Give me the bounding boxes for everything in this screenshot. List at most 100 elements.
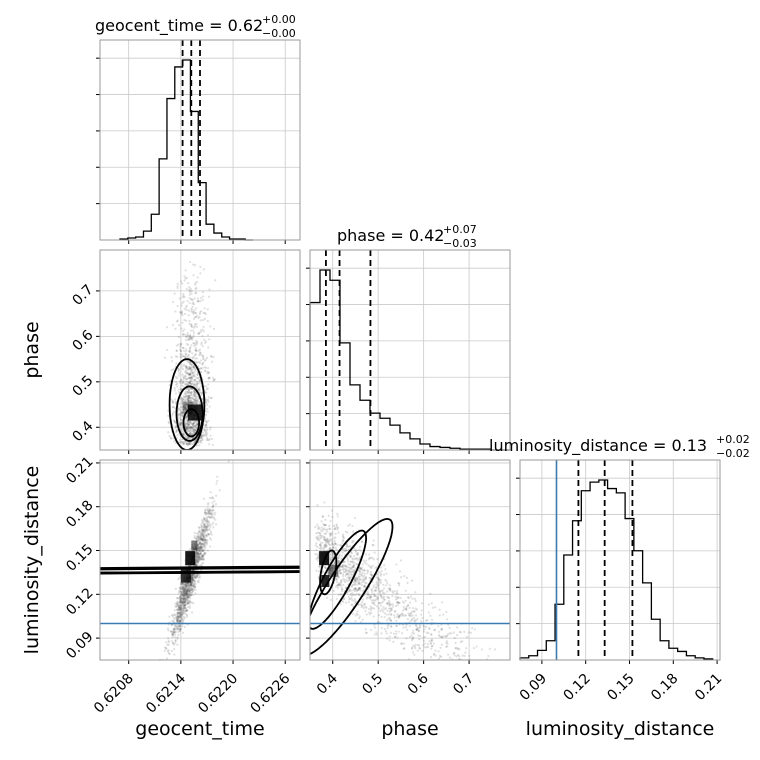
- sample-point: [206, 438, 209, 442]
- sample-point: [363, 602, 366, 606]
- sample-point: [345, 572, 348, 576]
- sample-point: [218, 489, 221, 492]
- sample-point: [177, 416, 180, 420]
- sample-point: [360, 566, 364, 569]
- sample-point: [487, 699, 489, 701]
- sample-point: [315, 548, 318, 552]
- sample-point: [211, 496, 214, 499]
- sample-point: [191, 426, 194, 430]
- sample-point: [194, 392, 197, 395]
- sample-point: [190, 578, 194, 581]
- sample-point: [438, 655, 442, 658]
- sample-point: [186, 588, 190, 591]
- sample-point: [202, 532, 206, 536]
- sample-point: [329, 532, 333, 535]
- sample-point: [181, 604, 184, 607]
- sample-point: [397, 614, 400, 617]
- sample-point: [182, 349, 185, 353]
- sample-point: [180, 356, 183, 359]
- sample-point: [182, 587, 185, 590]
- sample-point: [389, 609, 393, 612]
- sample-point: [183, 406, 187, 409]
- sample-point: [195, 423, 198, 426]
- sample-point: [445, 635, 448, 638]
- sample-point: [189, 582, 192, 585]
- sample-point: [350, 594, 353, 597]
- sample-point: [190, 369, 194, 372]
- sample-point: [184, 377, 188, 380]
- sample-point: [351, 570, 354, 574]
- sample-point: [346, 531, 349, 534]
- sample-point: [336, 584, 340, 587]
- sample-point: [352, 599, 356, 602]
- sample-point: [181, 585, 184, 588]
- sample-point: [196, 372, 199, 375]
- sample-point: [348, 578, 351, 581]
- sample-point: [370, 611, 373, 615]
- sample-point: [178, 620, 181, 623]
- sample-point: [373, 603, 376, 606]
- sample-point: [385, 632, 388, 635]
- sample-point: [194, 398, 197, 401]
- sample-point: [195, 385, 198, 388]
- sample-point: [193, 428, 196, 432]
- sample-point: [190, 344, 193, 347]
- sample-point: [192, 419, 195, 423]
- sample-point: [185, 397, 188, 401]
- sample-point: [374, 589, 378, 592]
- sample-point: [194, 353, 197, 356]
- sample-point: [352, 612, 355, 616]
- sample-point: [488, 647, 491, 650]
- sample-point: [358, 586, 361, 589]
- sample-point: [186, 396, 190, 399]
- sample-point: [431, 639, 434, 642]
- sample-point: [181, 427, 184, 430]
- sample-point: [184, 352, 187, 355]
- sample-point: [191, 574, 194, 577]
- sample-point: [200, 537, 203, 540]
- sample-point: [186, 426, 189, 429]
- sample-point: [416, 628, 419, 631]
- sample-point: [183, 591, 186, 594]
- sample-point: [190, 308, 194, 312]
- sample-point: [189, 425, 192, 428]
- sample-point: [389, 587, 392, 590]
- sample-point: [467, 663, 469, 665]
- sample-point: [198, 388, 201, 392]
- sample-point: [331, 556, 334, 559]
- sample-point: [188, 335, 191, 338]
- sample-point: [178, 610, 181, 614]
- sample-point: [181, 373, 184, 376]
- sample-point: [174, 427, 177, 430]
- sample-point: [340, 544, 343, 547]
- sample-point: [185, 427, 188, 430]
- sample-point: [184, 591, 188, 595]
- sample-point: [205, 541, 209, 544]
- sample-point: [371, 601, 374, 604]
- sample-point: [184, 607, 187, 610]
- sample-point: [184, 365, 187, 368]
- sample-point: [200, 533, 203, 536]
- sample-point: [183, 405, 186, 408]
- sample-point: [185, 392, 188, 396]
- sample-point: [200, 544, 204, 548]
- sample-point: [314, 525, 317, 529]
- sample-point: [370, 567, 373, 570]
- sample-point: [172, 300, 175, 304]
- sample-point: [395, 601, 398, 604]
- sample-point: [177, 368, 181, 372]
- sample-point: [202, 534, 205, 537]
- sample-point: [460, 665, 462, 667]
- sample-point: [185, 613, 188, 616]
- sample-point: [188, 583, 191, 586]
- sample-point: [194, 559, 198, 562]
- sample-point: [187, 426, 190, 429]
- sample-point: [166, 348, 169, 351]
- sample-point: [366, 593, 369, 596]
- sample-point: [200, 519, 204, 522]
- sample-point: [188, 402, 191, 405]
- sample-point: [173, 627, 176, 630]
- sample-point: [485, 704, 487, 706]
- sample-point: [191, 574, 194, 577]
- sample-point: [184, 603, 187, 606]
